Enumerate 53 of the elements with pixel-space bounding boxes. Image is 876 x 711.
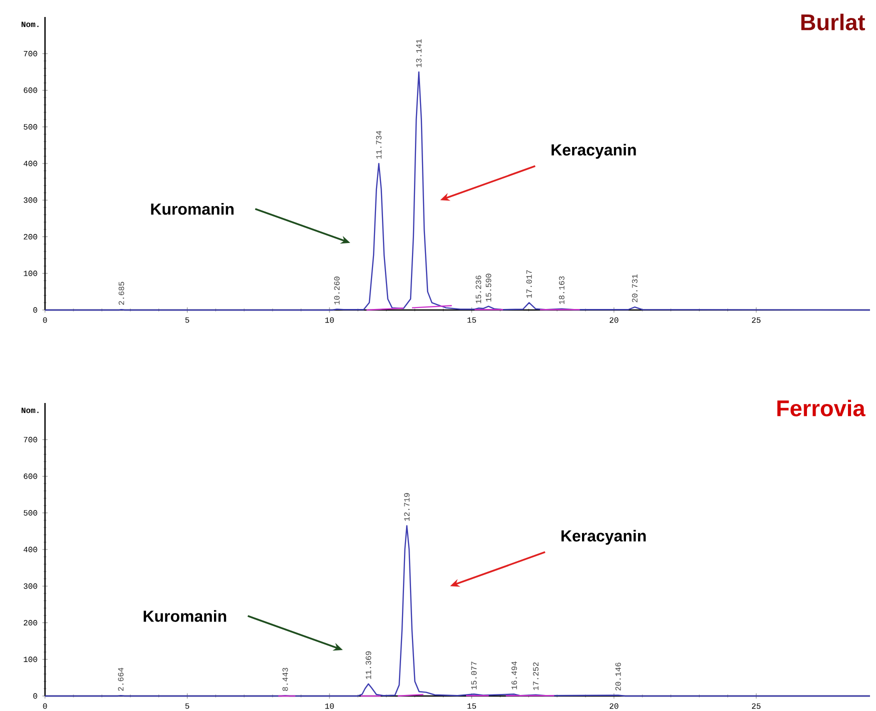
annotation: 20.731 <box>632 274 638 302</box>
chart-title: Ferrovia <box>777 400 866 416</box>
x-tick-label: 20 <box>610 317 618 323</box>
annotation: Kuromanin <box>151 203 234 215</box>
x-tick-label: 15 <box>468 703 476 709</box>
annotation: 17.017 <box>526 270 532 298</box>
annotation: Keracyanin <box>562 530 646 545</box>
annotation: 18.163 <box>558 276 564 304</box>
chart-title: Burlat <box>801 14 866 30</box>
y-tick-label: 700 <box>24 436 38 442</box>
y-tick-label: 600 <box>24 474 38 479</box>
annotation: 2.685 <box>118 282 124 305</box>
y-tick-label: 400 <box>24 160 38 166</box>
annotation: 13.141 <box>416 39 422 68</box>
x-tick-label: 5 <box>185 703 190 709</box>
annotation: Kuromanin <box>144 610 226 622</box>
y-tick-label: 600 <box>24 88 38 93</box>
y-tick-label: 400 <box>24 546 38 552</box>
y-tick-label: 0 <box>33 693 38 699</box>
annotation: 15.077 <box>471 662 477 690</box>
annotation: 10.260 <box>334 276 340 304</box>
x-tick-label: 0 <box>43 317 47 323</box>
x-tick-label: 10 <box>325 317 334 323</box>
y-tick-label: 500 <box>24 510 38 516</box>
y-tick-label: 200 <box>24 620 38 626</box>
x-tick-label: 15 <box>468 317 476 323</box>
annotation: 17.252 <box>533 662 539 690</box>
y-axis-title: Nom. <box>22 408 38 414</box>
y-tick-label: 0 <box>33 307 38 313</box>
y-tick-label: 500 <box>24 124 38 130</box>
y-tick-label: 700 <box>24 50 38 56</box>
y-tick-label: 300 <box>24 197 38 203</box>
y-tick-label: 300 <box>24 583 38 589</box>
annotation: 15.236 <box>476 276 482 304</box>
annotation: 15.590 <box>486 274 492 302</box>
x-tick-label: 25 <box>752 703 761 709</box>
annotation: 11.734 <box>376 130 382 159</box>
annotation: 11.369 <box>366 651 372 680</box>
annotation: 20.146 <box>615 662 621 690</box>
annotation: 8.443 <box>282 668 288 691</box>
x-tick-label: 10 <box>325 703 334 709</box>
annotation: 12.719 <box>404 493 410 521</box>
y-tick-label: 100 <box>24 656 38 662</box>
y-tick-label: 100 <box>24 270 38 276</box>
y-axis-title: Nom. <box>22 22 38 28</box>
x-tick-label: 25 <box>752 317 761 323</box>
x-tick-label: 20 <box>610 703 618 709</box>
x-tick-label: 5 <box>185 317 190 323</box>
annotation: 16.494 <box>512 661 517 690</box>
annotation: 2.664 <box>118 668 124 691</box>
y-tick-label: 200 <box>24 234 38 240</box>
x-tick-label: 0 <box>43 703 47 709</box>
annotation: Keracyanin <box>552 144 636 159</box>
